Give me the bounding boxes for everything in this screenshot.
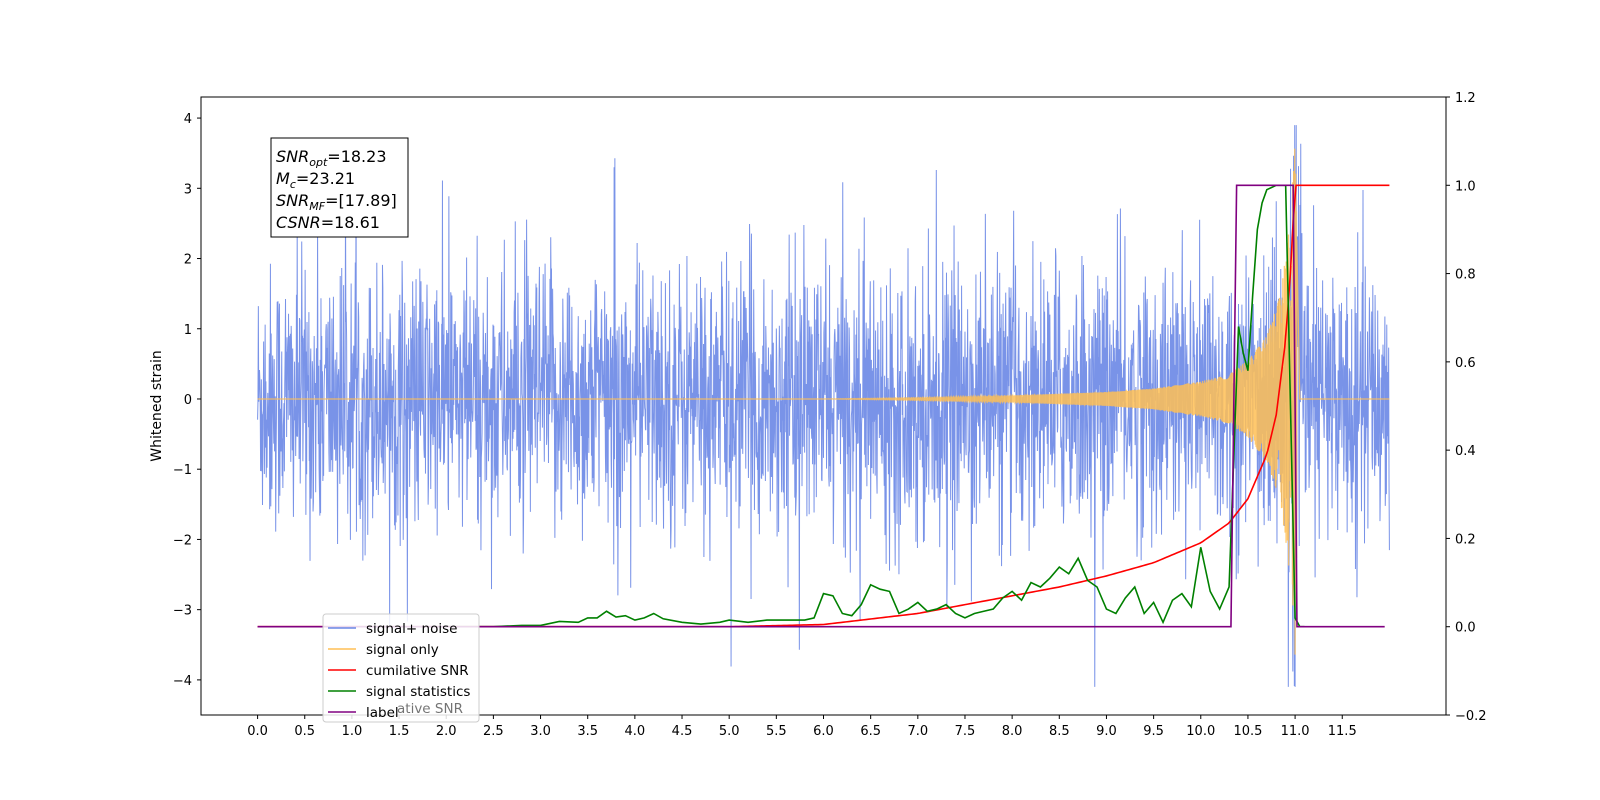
- x-tick-label: 5.5: [766, 724, 787, 739]
- y-right-tick-label: 0.4: [1455, 444, 1476, 459]
- x-tick-label: 0.0: [247, 724, 268, 739]
- y-left-tick-label: 0: [184, 393, 192, 408]
- plot-area: [257, 125, 1390, 687]
- x-tick-label: 2.5: [483, 724, 504, 739]
- x-tick-label: 3.5: [577, 724, 598, 739]
- y-axis-label: Whitened strain: [149, 350, 165, 461]
- series-signal-only: [257, 148, 1390, 655]
- series-label: [257, 184, 1385, 628]
- y-right-tick-label: 1.2: [1455, 91, 1476, 106]
- x-tick-label: 8.5: [1049, 724, 1070, 739]
- series-signal-noise: [257, 125, 1390, 687]
- x-tick-label: 5.0: [719, 724, 740, 739]
- y-left-tick-label: −1: [173, 463, 192, 478]
- x-tick-label: 3.0: [530, 724, 551, 739]
- x-tick-label: 4.5: [672, 724, 693, 739]
- x-tick-label: 9.5: [1143, 724, 1164, 739]
- legend-label: signal statistics: [366, 684, 470, 700]
- y-left-tick-label: −3: [173, 604, 192, 619]
- parameter-annotation-box: SNRopt=18.23Mc=23.21SNRMF=[17.89]CSNR=18…: [270, 137, 409, 238]
- y-left-tick-label: 2: [184, 253, 192, 268]
- x-axis: 0.0 0.5 1.0 1.5 2.0 2.5 3.0 3.5 4.0 4.5 5.0 5.5 6.0 6…: [247, 715, 1357, 739]
- x-tick-label: 6.0: [813, 724, 834, 739]
- legend-label: label: [366, 705, 399, 721]
- legend-label: cumilative SNR: [366, 663, 469, 679]
- legend-frame: [322, 613, 480, 723]
- y-right-tick-label: 1.0: [1455, 179, 1476, 194]
- y-right-tick-label: 0.2: [1455, 532, 1476, 547]
- y-right-tick-label: 0.6: [1455, 356, 1476, 371]
- legend: ative SNR signal+ noise signal only cumilat…: [322, 613, 480, 723]
- x-tick-label: 7.5: [955, 724, 976, 739]
- y-left-tick-label: 4: [184, 112, 192, 127]
- y-left-tick-label: −2: [173, 533, 192, 548]
- x-tick-label: 10.5: [1233, 724, 1262, 739]
- y-left-tick-label: 1: [184, 323, 192, 338]
- x-tick-label: 8.0: [1002, 724, 1023, 739]
- annotation-line: SNRopt=18.23: [276, 147, 387, 169]
- x-tick-label: 1.0: [342, 724, 363, 739]
- legend-label: signal only: [366, 642, 439, 658]
- x-tick-label: 2.0: [436, 724, 457, 739]
- y-axis-left: 4 3 2 1 0 −1 −2 −3 −4: [173, 112, 201, 689]
- y-right-tick-label: 0.0: [1455, 621, 1476, 636]
- x-tick-label: 6.5: [860, 724, 881, 739]
- y-left-tick-label: 3: [184, 182, 192, 197]
- annotation-line: Mc=23.21: [276, 169, 355, 191]
- legend-label: signal+ noise: [366, 621, 457, 637]
- x-tick-label: 10.0: [1186, 724, 1215, 739]
- annotation-line: CSNR=18.61: [276, 213, 380, 232]
- annotation-frame: [270, 137, 409, 238]
- y-right-tick-label: −0.2: [1455, 709, 1487, 724]
- y-right-tick-label: 0.8: [1455, 268, 1476, 283]
- x-tick-label: 1.5: [389, 724, 410, 739]
- x-tick-label: 9.0: [1096, 724, 1117, 739]
- x-tick-label: 11.5: [1328, 724, 1357, 739]
- x-tick-label: 4.0: [625, 724, 646, 739]
- y-axis-right: 1.2 1.0 0.8 0.6 0.4 0.2 0.0 −0.2: [1446, 91, 1487, 724]
- y-left-tick-label: −4: [173, 674, 192, 689]
- x-tick-label: 11.0: [1281, 724, 1310, 739]
- series-signal-statistics: [446, 184, 1305, 628]
- x-tick-label: 0.5: [294, 724, 315, 739]
- annotation-line: SNRMF=[17.89]: [276, 191, 397, 213]
- legend-ghost-text: ative SNR: [397, 701, 463, 717]
- x-tick-label: 7.0: [907, 724, 928, 739]
